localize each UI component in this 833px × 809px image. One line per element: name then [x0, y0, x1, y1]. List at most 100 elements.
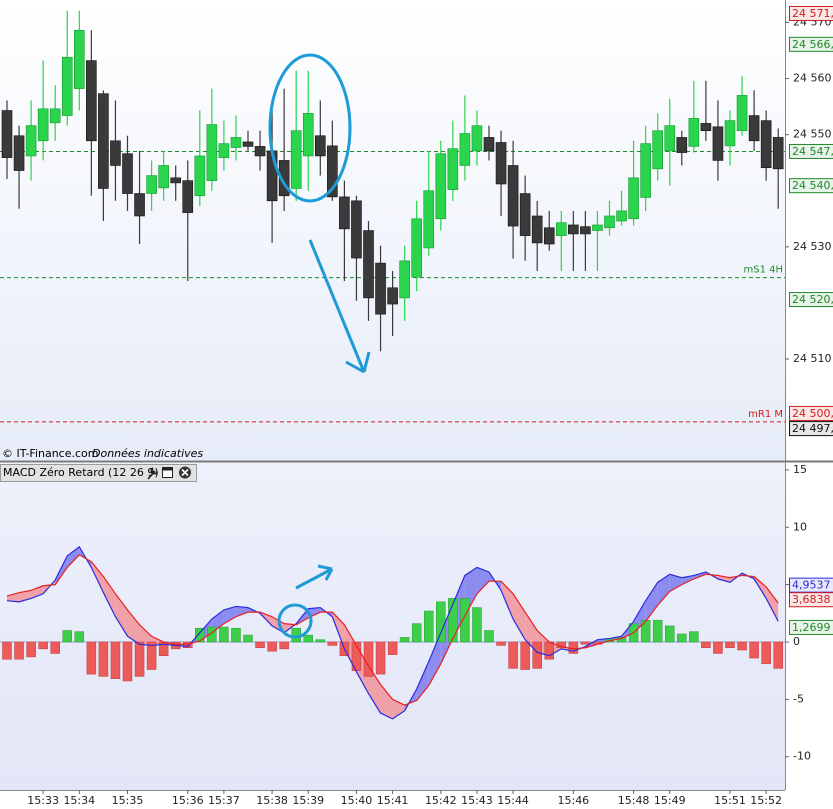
candle-body [110, 140, 121, 166]
price-marker-bg [790, 37, 833, 51]
x-tick-label: 15:37 [208, 794, 240, 807]
candle-body [399, 260, 410, 299]
candle-body [363, 230, 374, 299]
y-tick-label: 24 550 [793, 128, 832, 141]
candle-body [580, 226, 591, 235]
histogram-bar [713, 641, 723, 654]
x-tick-label: 15:52 [750, 794, 782, 807]
candle-body [772, 137, 784, 170]
candle-body [158, 165, 169, 189]
macd-fill [127, 609, 140, 645]
annotation-arrow [295, 564, 334, 590]
x-tick-label: 15:35 [112, 794, 144, 807]
macd-line [6, 554, 779, 706]
y-tick-label: 24 530 [793, 240, 832, 253]
price-marker [789, 405, 833, 421]
histogram-bar [737, 641, 747, 651]
level-label: mS1 4H [743, 265, 783, 276]
price-marker [789, 292, 833, 308]
y-tick-label: -5 [793, 692, 804, 705]
histogram-bar [544, 641, 554, 660]
settings-icon[interactable] [147, 467, 158, 480]
candle-body [25, 125, 37, 157]
price-marker-label: 24 566,1 [792, 38, 833, 51]
histogram-bar [689, 631, 699, 643]
candle-body [314, 135, 326, 157]
price-marker-bg [790, 179, 833, 193]
histogram-bar [14, 641, 24, 660]
macd-fill [223, 606, 236, 624]
histogram-bar [773, 641, 783, 669]
candle-body [724, 120, 736, 147]
macd-line [6, 545, 779, 720]
candle-body [302, 113, 314, 157]
histogram-bar [460, 598, 470, 643]
candle-body [170, 177, 181, 184]
price-marker [789, 577, 833, 593]
annotation-circle [277, 603, 313, 639]
histogram-bar [640, 619, 651, 643]
macd-fill [368, 666, 381, 714]
histogram-bar [146, 641, 157, 670]
histogram-bar [86, 641, 97, 675]
price-marker-label: 3,6838 [792, 593, 831, 606]
close-icon[interactable] [179, 466, 191, 479]
x-tick-label: 15:48 [618, 794, 650, 807]
indicator-header [0, 464, 197, 482]
candle-body [447, 148, 459, 190]
histogram-bar [677, 633, 687, 643]
histogram-bar [315, 639, 326, 643]
candle-body [688, 118, 700, 147]
candle-body [519, 193, 531, 236]
note: Données indicatives [92, 447, 203, 460]
x-tick-label: 15:34 [63, 794, 95, 807]
histogram-bar [243, 634, 253, 643]
level-label: mR1 M [748, 409, 783, 420]
candle-body [423, 190, 435, 249]
candle-body [242, 141, 254, 147]
histogram-bar [110, 641, 121, 679]
macd-fill [7, 592, 20, 602]
macd-fill [645, 582, 658, 622]
histogram-bar [38, 641, 48, 650]
histogram-bar [255, 641, 265, 648]
histogram-bar [207, 626, 217, 643]
candle-body [86, 60, 97, 142]
histogram-bar [134, 641, 145, 677]
histogram-bar [50, 641, 60, 654]
candle-body [194, 155, 206, 197]
price-marker-bg [790, 620, 833, 634]
histogram-bar [665, 625, 675, 643]
price-marker-bg [790, 293, 833, 307]
histogram-bar [508, 641, 518, 669]
candle-body [218, 143, 230, 158]
candle-body [640, 143, 651, 198]
x-tick-label: 15:39 [292, 794, 324, 807]
price-marker-bg [790, 406, 833, 420]
histogram-bar [195, 627, 205, 643]
price-marker-label: 4,9537 [792, 579, 831, 592]
histogram-bar [303, 634, 313, 643]
candle-body [290, 130, 302, 189]
price-marker [789, 619, 833, 635]
histogram-bar [424, 610, 434, 643]
histogram-bar [231, 627, 241, 643]
histogram-bar [725, 641, 735, 648]
candle-body [278, 160, 290, 197]
window-icon[interactable] [162, 467, 173, 478]
price-marker-label: 24 500,3 [792, 407, 833, 420]
candle-body [37, 108, 49, 142]
window-bar [162, 467, 173, 471]
price-marker-label: 24 540,9 [792, 179, 833, 192]
macd-fill [657, 574, 670, 606]
macd-fill [91, 561, 104, 593]
macd-fill [43, 580, 56, 594]
y-tick-label: 0 [793, 635, 800, 648]
histogram-bar [652, 619, 663, 643]
x-tick-label: 15:49 [654, 794, 686, 807]
histogram-bar [436, 601, 446, 643]
histogram-bar [448, 598, 458, 643]
candle-body [98, 93, 109, 189]
macd-fill [513, 593, 526, 640]
